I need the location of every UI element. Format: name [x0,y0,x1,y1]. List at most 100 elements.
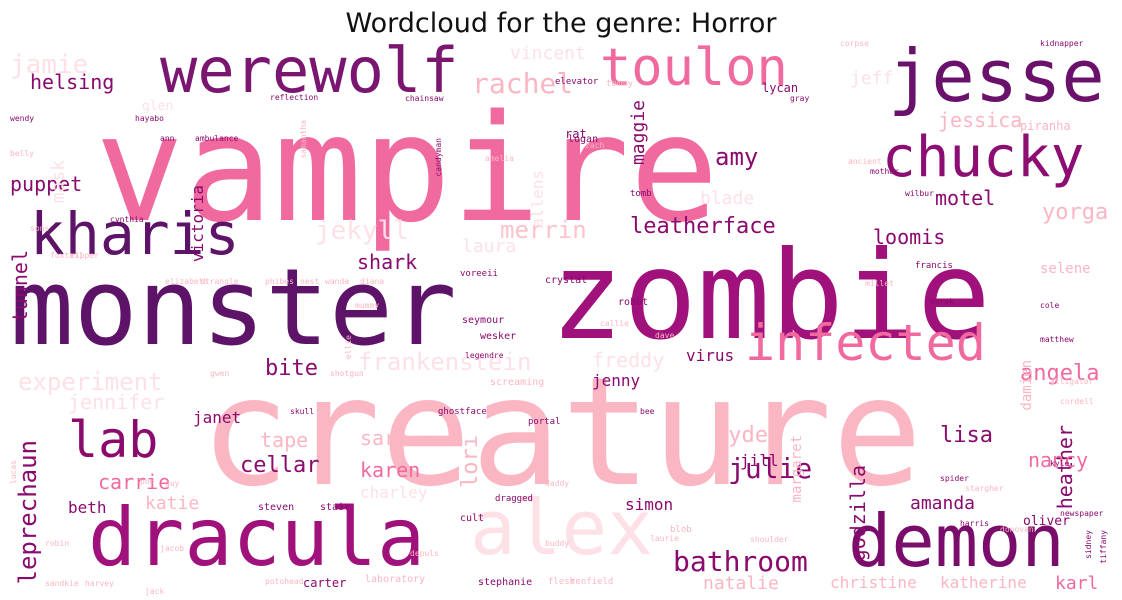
word-newspaper: newspaper [1060,509,1104,518]
word-harvey: harvey [85,579,114,588]
word-daddy: daddy [545,479,570,488]
word-cellar: cellar [240,453,320,478]
word-lab: lab [68,411,159,469]
word-sandkie: sandkie [45,579,79,588]
word-charley: charley [360,483,428,502]
word-virus: virus [686,346,735,365]
word-wilbur: wilbur [905,189,934,198]
word-belly: belly [10,149,35,158]
word-monster: monster [10,246,457,369]
word-helsing: helsing [30,70,115,94]
word-tape: tape [260,428,309,452]
word-vincent: vincent [510,43,586,64]
word-simon: simon [625,495,674,514]
word-ann: ann [160,134,175,143]
word-jessica: jessica [938,108,1023,132]
word-laura: laura [462,236,517,257]
word-matthew: matthew [1040,335,1074,344]
word-dave: dave [655,331,675,340]
word-loomis: loomis [873,225,946,249]
word-kharis: kharis [30,200,240,268]
word-glen: glen [142,99,174,114]
word-nest: nest [300,277,320,286]
word-pod: pod [140,477,155,486]
word-vampire: vampire [95,83,719,255]
word-beth: beth [68,498,107,517]
word-experiment: experiment [18,368,163,396]
word-donovan: donovan [1000,525,1034,534]
word-portal: portal [528,417,561,427]
word-amy: amy [715,143,759,171]
word-wanda: wanda [325,277,350,286]
word-dracula: dracula [88,491,426,584]
word-jacob: jacob [160,544,185,553]
word-puppet: puppet [10,172,83,196]
word-yorga: yorga [1042,200,1109,225]
wordcloud-canvas: vampire creature zombie monster dracula demon… [10,40,1112,596]
word-elizabeth: elizabeth [165,277,209,286]
word-katie: katie [145,493,200,514]
word-phibes: phibes [265,277,294,286]
word-cordell: cordell [1060,397,1094,406]
word-buddy: buddy [545,539,570,548]
word-margaret: margaret [789,435,805,503]
word-tommy: tommy [606,79,634,89]
word-corpse: corpse [840,40,869,48]
word-wendy: wendy [10,114,35,123]
word-wesker: wesker [480,331,517,342]
word-kyle: kyle [1050,459,1070,468]
word-tunnel: tunnel [10,250,32,323]
word-jeff: jeff [850,68,894,89]
word-diana: diana [360,277,385,286]
word-katherine: katherine [940,573,1027,592]
word-mask: mask [48,160,69,204]
word-alligator: alligator [1050,377,1094,386]
word-shoulder: shoulder [750,535,789,544]
word-rachel: rachel [472,67,574,100]
word-carrie: carrie [98,470,171,494]
word-mother: mother [870,167,899,176]
word-stargher: stargher [965,484,1004,493]
word-mummy: mummy [355,301,380,310]
word-hyde: hyde [715,423,768,448]
word-werewolf: werewolf [160,40,459,107]
word-amelia: amelia [485,154,514,163]
word-depuls: depuls [410,549,439,558]
word-nancy: nancy [1028,448,1089,472]
word-candyman: candyman [434,138,443,177]
word-ripper: ripper [70,251,99,260]
word-ellie: ellie [344,335,353,360]
word-bee: bee [640,407,655,416]
word-millet: millet [865,279,894,288]
word-kidnapper: kidnapper [1040,40,1084,48]
word-gwen: gwen [210,369,230,378]
word-julie: julie [728,452,813,485]
word-infected: infected [745,314,986,372]
word-freddy: freddy [592,348,665,372]
word-lori: lori [458,435,483,488]
word-laurie: laurie [650,534,679,543]
word-skull: skull [290,407,315,416]
word-lucas: lucas [10,460,18,485]
word-jennifer: jennifer [68,390,165,414]
word-jesse: jesse [888,40,1105,118]
word-robin: robin [45,539,70,548]
word-sons: sons [30,224,50,233]
word-stair: stair [320,502,351,513]
word-chucky: chucky [882,125,1085,190]
word-maggie: maggie [628,100,649,166]
word-legendre: legendre [465,351,504,360]
word-allens: allens [528,170,547,228]
word-strangle: strangle [200,277,239,286]
word-ambulance: ambulance [195,134,239,143]
word-oliver: oliver [1023,514,1070,529]
word-jamie: jamie [10,50,89,80]
word-angela: angela [1020,361,1100,386]
word-robot: robot [618,297,649,308]
word-natalie: natalie [703,573,779,594]
word-shark: shark [357,250,418,274]
word-voreeii: voreeii [460,269,498,279]
word-motel: motel [935,186,996,210]
word-cynthia: cynthia [110,215,144,224]
word-chainsaw: chainsaw [405,94,444,103]
